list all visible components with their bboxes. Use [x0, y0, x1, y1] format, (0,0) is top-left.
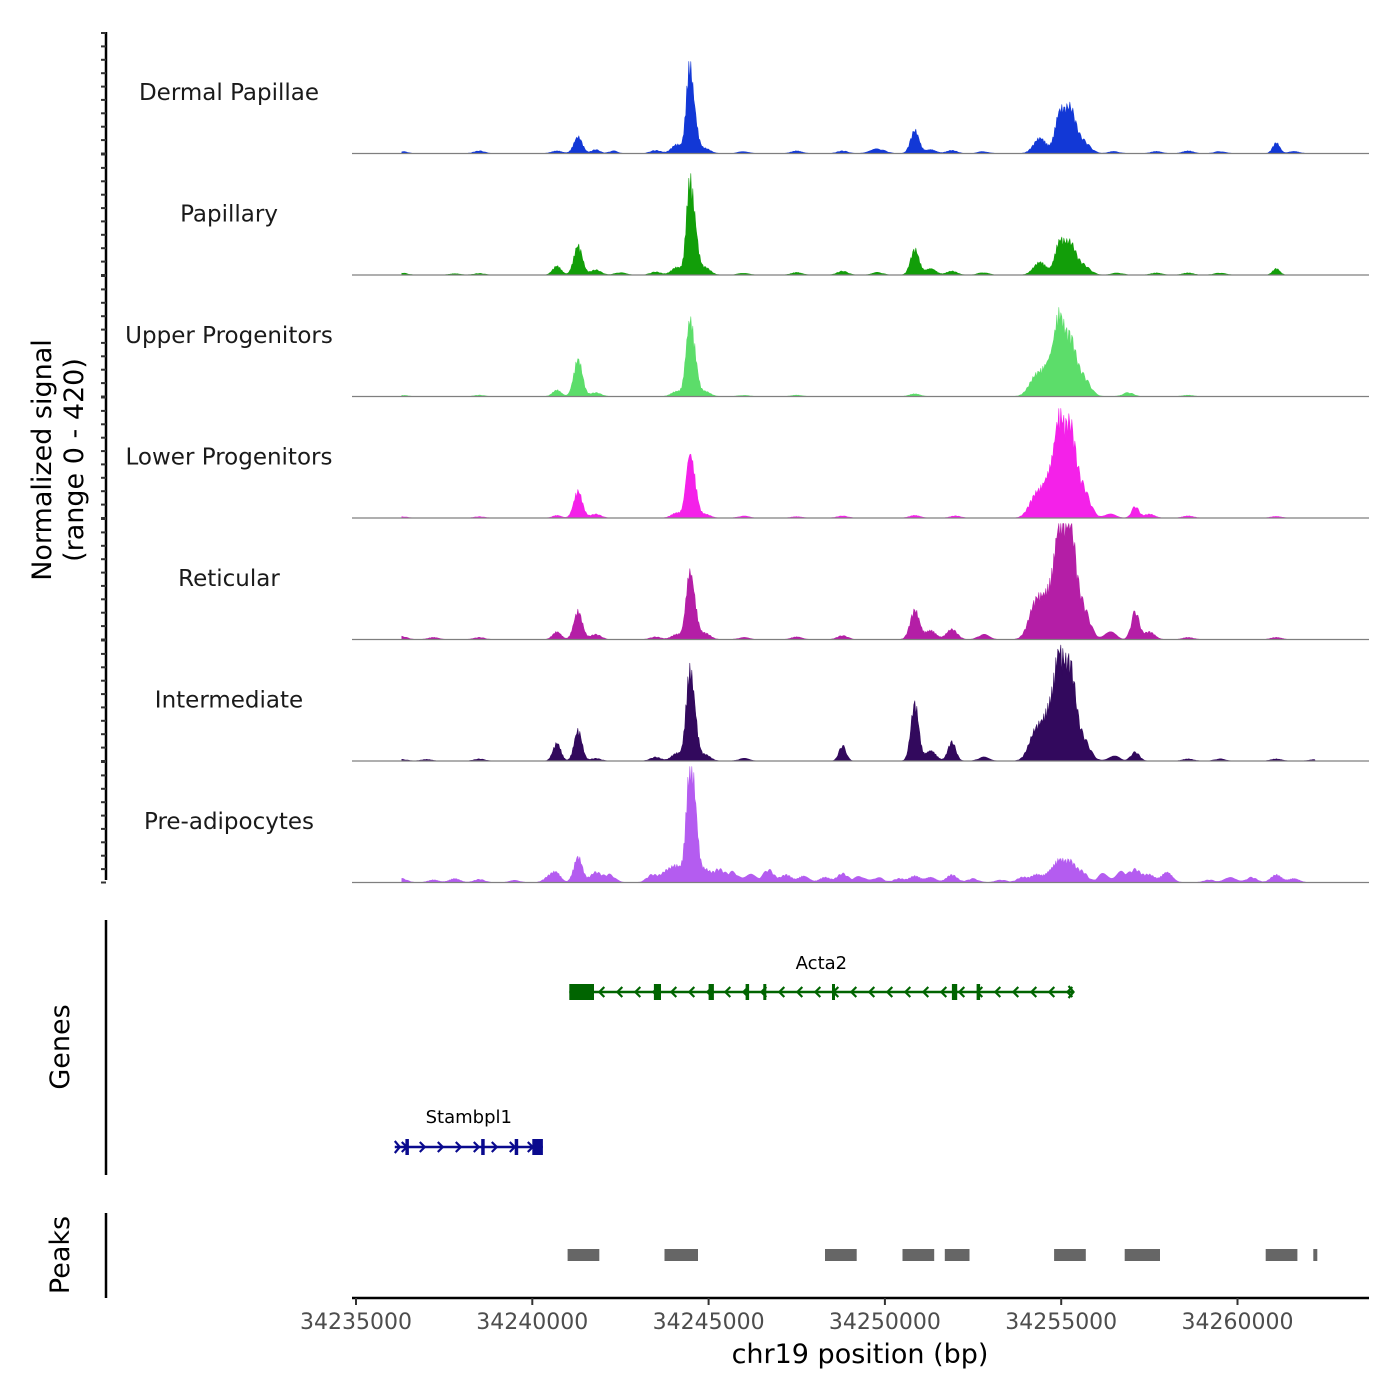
strand-arrow: [615, 986, 624, 998]
strand-arrow: [795, 986, 804, 998]
coverage-y-axis: [101, 32, 108, 884]
track-upper-progenitors: Upper Progenitors: [125, 307, 1369, 398]
exon: [976, 984, 981, 1000]
track-lower-progenitors: Lower Progenitors: [126, 408, 1369, 519]
strand-arrow: [867, 986, 876, 998]
exon: [832, 984, 835, 1000]
strand-arrow: [813, 986, 822, 998]
genes-panel-label: Genes: [45, 1004, 76, 1089]
strand-arrow: [491, 1141, 499, 1153]
coverage-tracks: Dermal Papillae Papillary Upper Progenitor…: [125, 61, 1369, 884]
peak-region: [1124, 1249, 1160, 1261]
strand-arrow: [939, 986, 948, 998]
gene-label: Acta2: [796, 953, 847, 974]
peak-region: [825, 1249, 857, 1261]
strand-arrow: [921, 986, 930, 998]
coverage-y-label-line1: Normalized signal: [27, 339, 58, 581]
strand-arrow: [597, 986, 606, 998]
coverage-area: [401, 173, 1316, 276]
exon: [514, 1139, 519, 1155]
strand-arrow: [473, 1141, 481, 1153]
x-tick-label: 34240000: [476, 1310, 588, 1335]
strand-arrow: [455, 1141, 463, 1153]
strand-arrow: [633, 986, 642, 998]
strand-arrow: [957, 986, 966, 998]
peak-region: [1054, 1249, 1086, 1261]
track-dermal-papillae: Dermal Papillae: [139, 61, 1369, 155]
peak-region: [664, 1249, 698, 1261]
x-tick-label: 34255000: [1005, 1310, 1117, 1335]
coverage-y-ticks: [101, 32, 106, 884]
exon: [951, 984, 958, 1000]
exon: [763, 984, 767, 1000]
strand-arrow: [437, 1141, 445, 1153]
peak-region: [567, 1249, 600, 1261]
strand-arrow: [903, 986, 912, 998]
coverage-area: [401, 61, 1316, 154]
coverage-area: [401, 766, 1316, 883]
peak-region: [902, 1249, 935, 1261]
x-tick-label: 34260000: [1182, 1310, 1294, 1335]
exon: [653, 984, 661, 1000]
coverage-area: [401, 408, 1316, 519]
track-label: Upper Progenitors: [125, 323, 333, 349]
gene-stambpl1: Stambpl1: [393, 1107, 543, 1155]
exon: [481, 1139, 485, 1155]
strand-arrow: [1011, 986, 1020, 998]
coverage-area: [401, 644, 1316, 762]
peak-region: [944, 1249, 970, 1261]
strand-arrow: [1029, 986, 1038, 998]
x-axis-label: chr19 position (bp): [732, 1339, 989, 1370]
strand-arrow: [993, 986, 1002, 998]
strand-arrow: [687, 986, 696, 998]
strand-arrow: [1047, 986, 1056, 998]
strand-arrow: [669, 986, 678, 998]
exon: [405, 1139, 409, 1155]
track-label: Dermal Papillae: [139, 80, 319, 106]
gene-label: Stambpl1: [426, 1107, 512, 1128]
track-label: Intermediate: [155, 688, 303, 714]
peak-region: [1313, 1249, 1318, 1261]
exon: [532, 1139, 543, 1155]
track-label: Papillary: [180, 202, 278, 228]
strand-arrow: [849, 986, 858, 998]
gene-acta2: Acta2: [569, 953, 1075, 1000]
track-label: Pre-adipocytes: [144, 809, 314, 835]
gene-start-arrow: [393, 1140, 402, 1154]
peak-region: [1265, 1249, 1298, 1261]
exon: [708, 984, 714, 1000]
exon: [745, 984, 750, 1000]
peaks-panel-label: Peaks: [45, 1216, 76, 1294]
x-tick-label: 34235000: [300, 1310, 412, 1335]
strand-arrow: [723, 986, 732, 998]
peak-regions: [567, 1249, 1318, 1261]
track-label: Reticular: [178, 566, 280, 592]
x-axis-ticks: 34235000 34240000 34245000 34250000 34255000…: [300, 1298, 1293, 1335]
track-reticular: Reticular: [178, 523, 1369, 641]
strand-arrow: [885, 986, 894, 998]
strand-arrow: [777, 986, 786, 998]
exon: [569, 984, 594, 1000]
coverage-area: [401, 523, 1316, 640]
x-tick-label: 34245000: [653, 1310, 765, 1335]
track-intermediate: Intermediate: [155, 644, 1369, 762]
coverage-area: [401, 307, 1316, 397]
track-pre-adipocytes: Pre-adipocytes: [144, 766, 1369, 884]
track-label: Lower Progenitors: [126, 445, 333, 471]
x-tick-label: 34250000: [829, 1310, 941, 1335]
track-papillary: Papillary: [180, 173, 1369, 276]
gene-end-arrow: [1067, 985, 1075, 999]
strand-arrow: [419, 1141, 427, 1153]
coverage-y-label-line2: (range 0 - 420): [59, 358, 90, 562]
gene-annotations: Acta2 Stambpl1: [393, 953, 1075, 1155]
